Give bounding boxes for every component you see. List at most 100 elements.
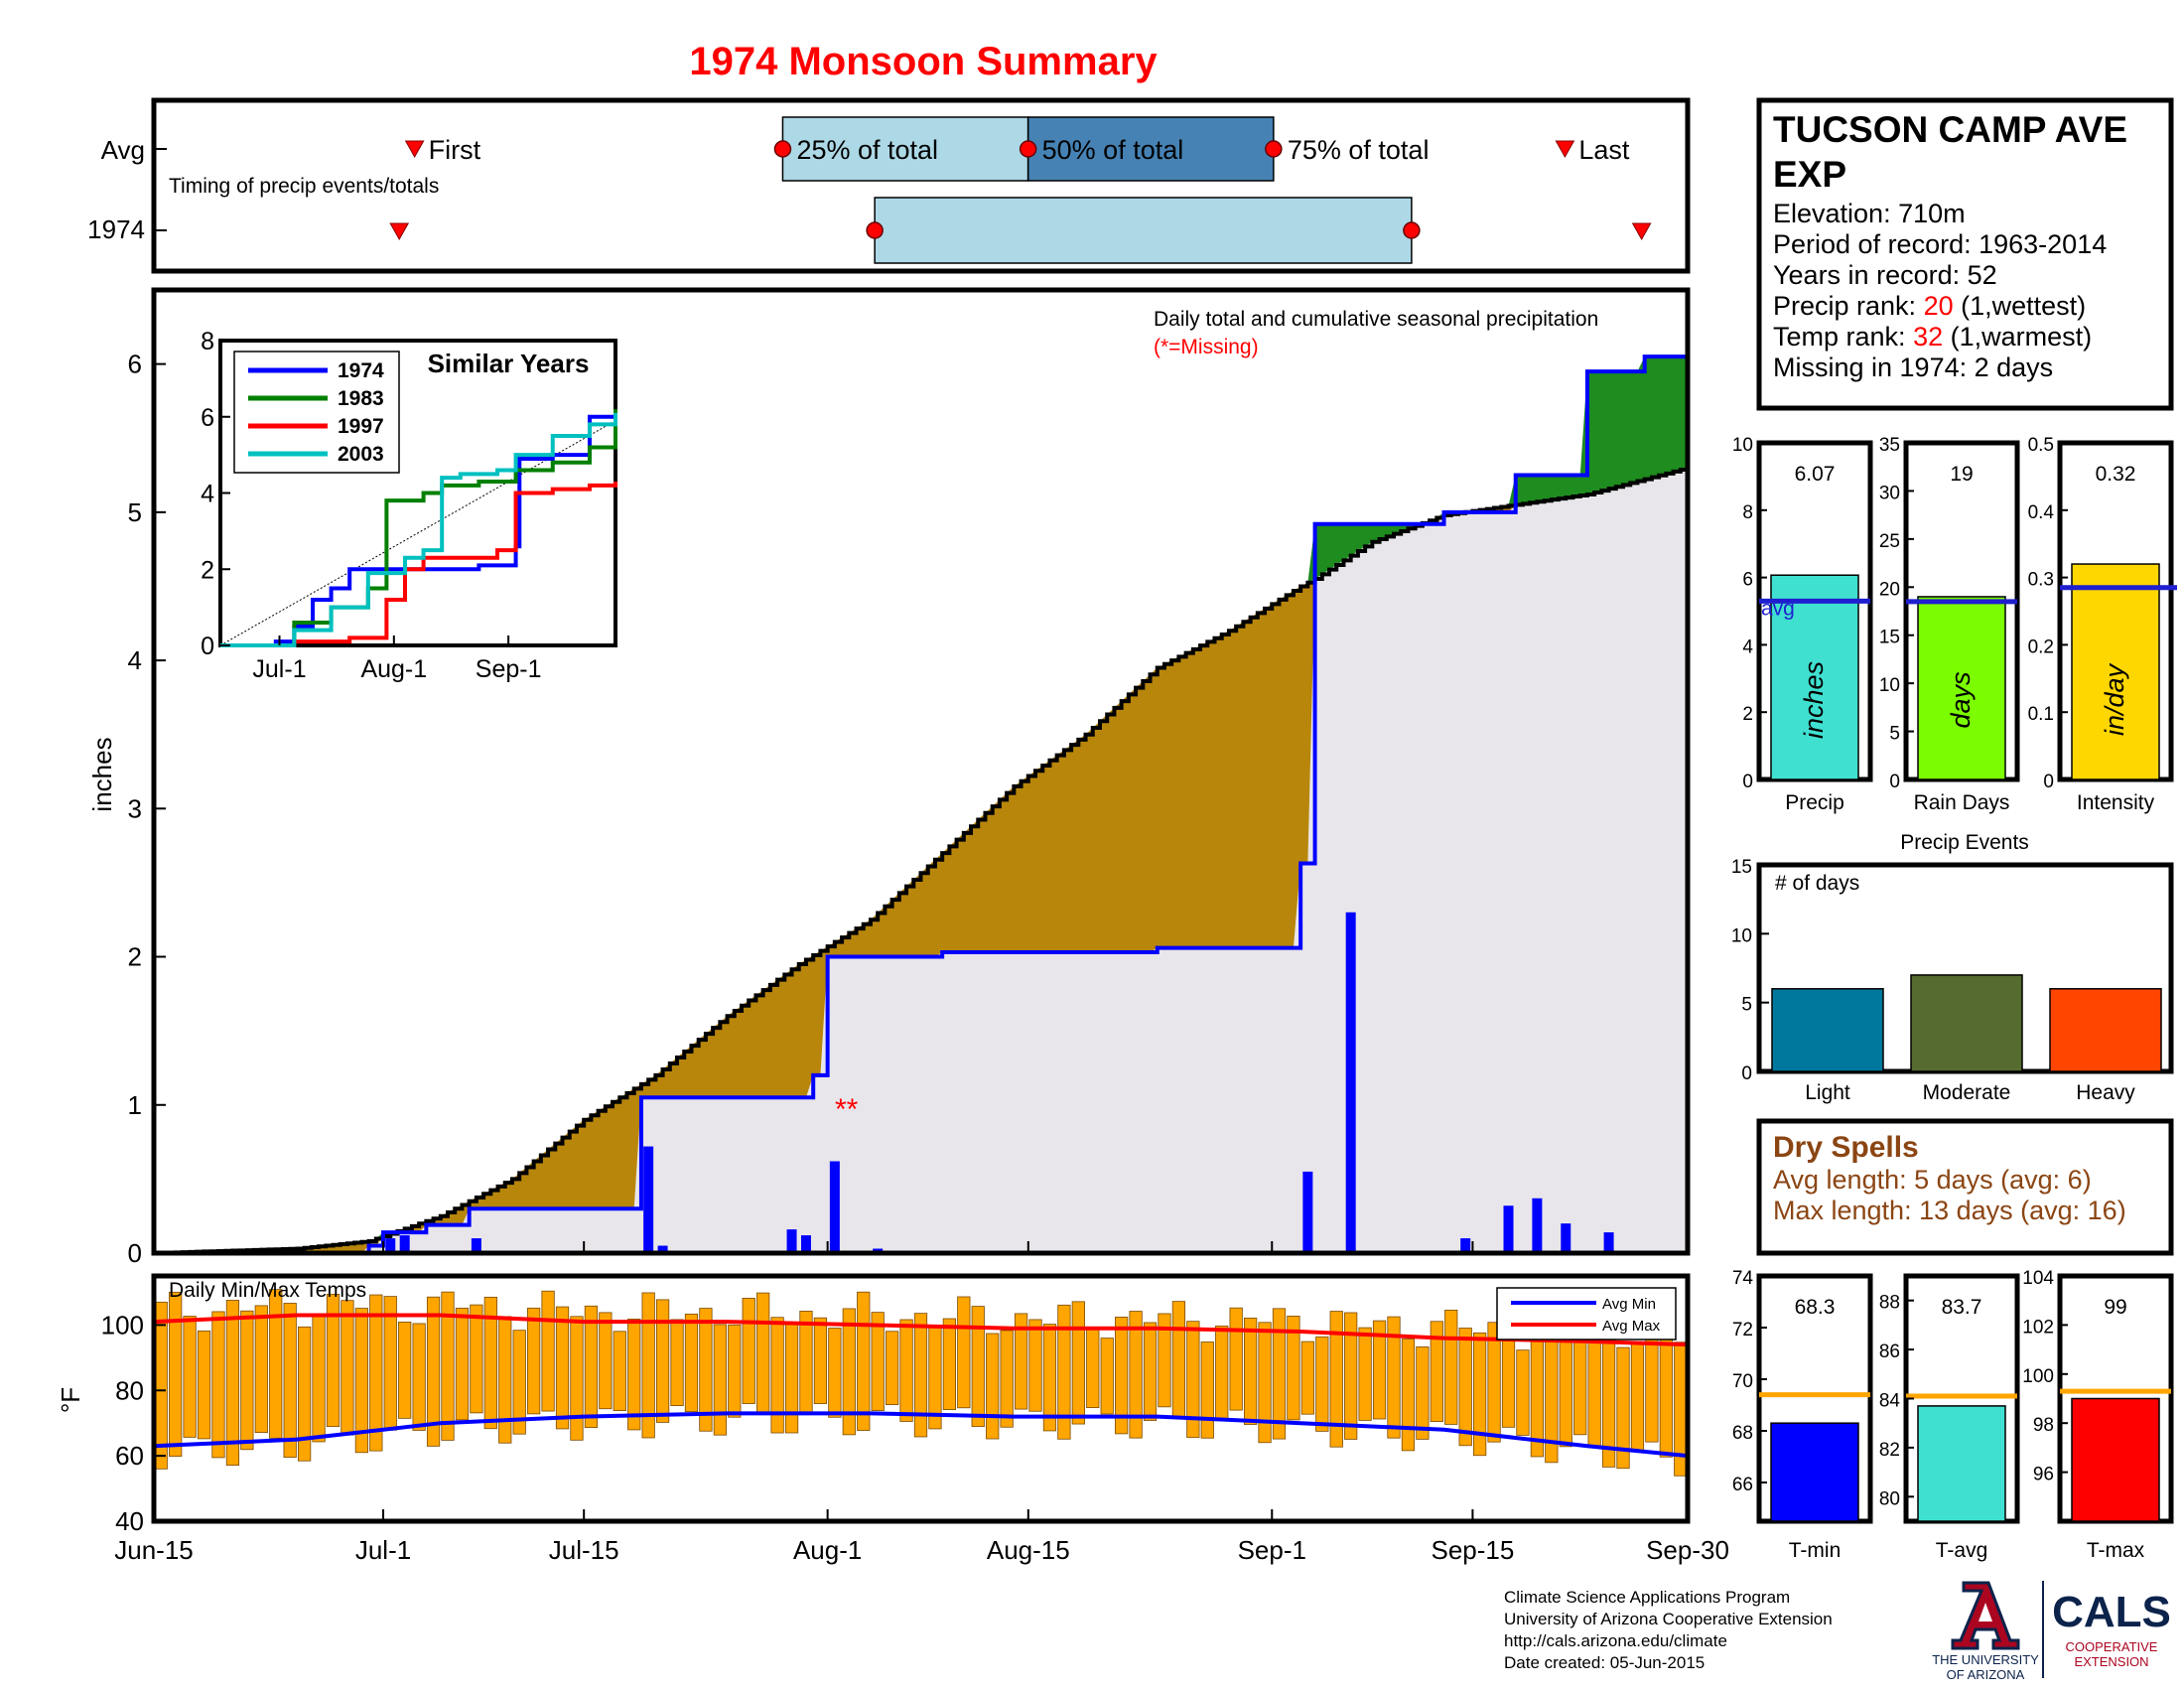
stat-y-tick-label: 0 [1889, 772, 1900, 792]
avg-min-line [153, 1411, 1689, 1459]
daily-temp-bar [641, 1292, 655, 1439]
daily-temp-bar [183, 1316, 197, 1438]
daily-temp-bar [283, 1303, 297, 1458]
dry-spells-frame [1756, 1118, 2174, 1256]
daily-temp-bar [1071, 1301, 1085, 1425]
daily-temp-bar [1458, 1328, 1472, 1447]
footer-line3: http://cals.arizona.edu/climate [1504, 1631, 1727, 1650]
temp-stat-label: T-avg [1936, 1539, 1988, 1562]
temp-stat-tick-label: 84 [1879, 1391, 1901, 1412]
stat-bar [1917, 596, 2006, 780]
daily-temp-bar [297, 1326, 312, 1462]
daily-temp-bar [1115, 1317, 1129, 1435]
daily-temp-bar [541, 1290, 555, 1412]
station-frame [1756, 97, 2174, 411]
daily-temp-bar [1329, 1311, 1343, 1448]
events-content: Light Moderate Heavy 0 5 10 15 [1731, 857, 2162, 1104]
main-missing-note: (*=Missing) [1154, 336, 1259, 358]
cals-sub1: COOPERATIVE [2066, 1639, 2158, 1654]
temp-stat-tick-label: 88 [1879, 1293, 1900, 1314]
year-q25-q75-box [874, 197, 1413, 264]
daily-temp-bar [957, 1296, 971, 1409]
daily-temp-bar [326, 1293, 341, 1427]
station-years: Years in record: 52 [1773, 260, 1997, 290]
daily-temp-bar [412, 1323, 426, 1431]
daily-temp-bar [483, 1296, 497, 1430]
daily-temp-bar [599, 1312, 613, 1410]
stat-value-label: 0.32 [2096, 463, 2136, 486]
year-q75-marker [1403, 221, 1421, 239]
stat-bar [2071, 563, 2160, 780]
temp-stat-panel-tmin: 68.3 T-min 66 68 70 72 74 [1732, 1268, 1873, 1562]
x-tick-label: Jun-15 [114, 1535, 194, 1565]
daily-temp-bar [627, 1318, 641, 1431]
temps-y-axis: 40 60 80 100 [101, 1310, 166, 1536]
inset-content: 0 2 4 6 8 Jul-1 Aug-1 Sep-1 [201, 328, 617, 683]
daily-temp-bar [1171, 1301, 1186, 1419]
stat-y-tick-label: 10 [1879, 675, 1900, 696]
footer-line1: Climate Science Applications Program [1504, 1588, 1791, 1607]
temps-frame [151, 1273, 1691, 1524]
timing-last-label: Last [1578, 135, 1630, 165]
temps-y-tick-label: 80 [115, 1375, 144, 1405]
daily-temp-bar [1042, 1324, 1057, 1432]
footer-line2: University of Arizona Cooperative Extens… [1504, 1610, 1833, 1628]
daily-temp-bar [1358, 1327, 1372, 1421]
inset-legend-label: 1983 [338, 387, 384, 410]
daily-precip-bar [1345, 912, 1356, 1253]
daily-temp-bar [613, 1331, 626, 1411]
daily-temp-bar [857, 1291, 871, 1431]
daily-temp-bar [813, 1317, 828, 1404]
timing-first-label: First [429, 135, 481, 165]
daily-temp-bar [699, 1308, 713, 1432]
temp-stat-tick-label: 70 [1732, 1371, 1753, 1392]
daily-temp-bar [784, 1323, 799, 1434]
daily-temp-bar [1444, 1309, 1458, 1425]
main-y-tick-label: 4 [128, 645, 142, 675]
timing-q25-label: 25% of total [796, 135, 938, 165]
event-y-tick-label: 0 [1741, 1063, 1752, 1084]
similar-years-inset: 0 2 4 6 8 Jul-1 Aug-1 Sep-1 1974 1983 1997 2003 Si… [201, 328, 617, 683]
stat-y-tick-label: 0.5 [2028, 435, 2054, 456]
temp-stat-tick-label: 82 [1879, 1440, 1900, 1461]
timing-row-year-label: 1974 [87, 214, 145, 244]
daily-precip-bar [1302, 1171, 1313, 1253]
inset-legend-label: 2003 [338, 443, 384, 466]
daily-precip-bar [1532, 1198, 1543, 1253]
below-average-fill [154, 468, 1688, 1254]
daily-temp-bar [655, 1299, 670, 1423]
temp-stat-tick-label: 100 [2022, 1366, 2054, 1387]
daily-temp-bar [971, 1306, 985, 1428]
temp-stat-tick-label: 98 [2033, 1415, 2054, 1436]
precip-events-panel: Precip Events # of days Light Moderate Hea… [1731, 831, 2174, 1104]
inset-y-tick-label: 2 [201, 556, 214, 584]
daily-temp-bar [269, 1289, 283, 1439]
main-precip-panel: 0 1 2 3 4 5 6 inches Daily total and cumulativ… [87, 287, 1691, 1268]
daily-precip-bar [1460, 1238, 1471, 1253]
stat-panel-precip: 6.07 inches Precip 0 2 4 6 8 10 avg [1732, 435, 1873, 814]
station-info-box: TUCSON CAMP AVE EXP Elevation: 710m Peri… [1756, 97, 2174, 411]
x-tick-label: Sep-15 [1431, 1535, 1514, 1565]
station-name-line2: EXP [1773, 154, 1846, 195]
station-precip-rank: Precip rank: 20 (1,wettest) [1773, 291, 2086, 321]
temp-stat-tick-label: 80 [1879, 1488, 1900, 1509]
daily-temp-bar [470, 1304, 483, 1414]
x-tick-label: Sep-1 [1238, 1535, 1306, 1565]
daily-precip-bar [1503, 1205, 1514, 1253]
daily-temp-bar [1258, 1322, 1272, 1444]
inset-y-tick-label: 0 [201, 633, 214, 660]
temp-stat-bar [1917, 1405, 2006, 1522]
daily-precip-bar [471, 1238, 481, 1253]
cals-logo-text: CALS [2052, 1588, 2171, 1636]
daily-temp-bar [1516, 1349, 1530, 1436]
temp-stat-tick-label: 74 [1732, 1268, 1754, 1289]
timing-q75-label: 75% of total [1288, 135, 1430, 165]
daily-temp-bar [770, 1317, 784, 1434]
stat-y-tick-label: 0 [2043, 772, 2054, 792]
dry-spells-box: Dry Spells Avg length: 5 days (avg: 6) M… [1756, 1118, 2174, 1256]
daily-temp-bar [570, 1316, 584, 1441]
stat-unit-label: in/day [2100, 662, 2129, 736]
year-last-marker [1631, 222, 1652, 241]
daily-temp-bar [211, 1311, 225, 1459]
